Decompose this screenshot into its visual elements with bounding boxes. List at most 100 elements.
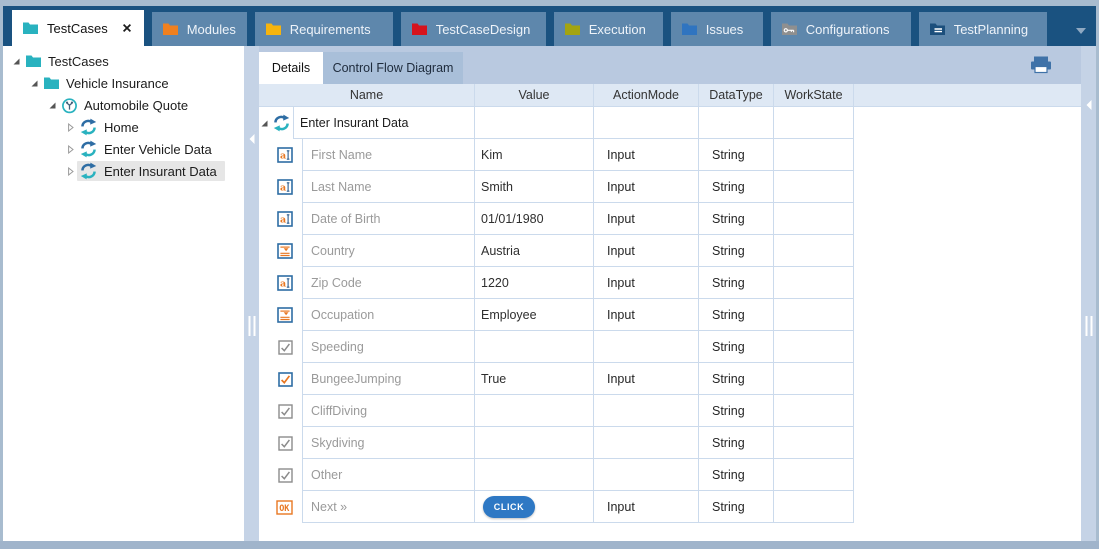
- cell-value[interactable]: [475, 331, 594, 363]
- cell-workstate[interactable]: [774, 459, 854, 491]
- app-tab-requirements[interactable]: Requirements: [254, 12, 393, 46]
- cell-datatype[interactable]: String: [699, 299, 774, 331]
- tree-item-enter-vehicle-data[interactable]: Enter Vehicle Data: [3, 138, 244, 160]
- tree-selection[interactable]: Enter Insurant Data: [77, 161, 225, 181]
- tree-item-automobile-quote[interactable]: Automobile Quote: [3, 94, 244, 116]
- parent-row-actionmode[interactable]: [594, 107, 699, 139]
- cell-name[interactable]: Skydiving: [302, 427, 475, 459]
- cell-actionmode[interactable]: Input: [594, 491, 699, 523]
- click-button[interactable]: CLICK: [483, 495, 535, 518]
- cell-value[interactable]: Employee: [475, 299, 594, 331]
- tree-item-body[interactable]: Home: [77, 117, 147, 137]
- cell-actionmode[interactable]: Input: [594, 235, 699, 267]
- tree-item-body[interactable]: TestCases: [23, 53, 117, 70]
- cell-workstate[interactable]: [774, 427, 854, 459]
- cell-actionmode[interactable]: [594, 427, 699, 459]
- cell-name[interactable]: Country: [302, 235, 475, 267]
- column-header-name[interactable]: Name: [259, 84, 475, 106]
- close-tab-icon[interactable]: [122, 23, 132, 33]
- cell-value[interactable]: True: [475, 363, 594, 395]
- app-tab-configurations[interactable]: Configurations: [770, 12, 911, 46]
- cell-name[interactable]: First Name: [302, 139, 475, 171]
- column-header-workstate[interactable]: WorkState: [774, 84, 854, 106]
- tree-item-body[interactable]: Enter Vehicle Data: [77, 139, 220, 159]
- cell-value[interactable]: Smith: [475, 171, 594, 203]
- table-row-next[interactable]: OK Next » CLICK Input String: [259, 491, 1081, 523]
- left-splitter[interactable]: [244, 46, 259, 541]
- cell-name[interactable]: Speeding: [302, 331, 475, 363]
- cell-actionmode[interactable]: [594, 459, 699, 491]
- table-row-last-name[interactable]: a Last Name Smith Input String: [259, 171, 1081, 203]
- cell-value[interactable]: CLICK: [475, 491, 594, 523]
- table-row-other[interactable]: Other String: [259, 459, 1081, 491]
- cell-value[interactable]: 01/01/1980: [475, 203, 594, 235]
- app-tab-modules[interactable]: Modules: [151, 12, 247, 46]
- app-tab-testplanning[interactable]: TestPlanning: [918, 12, 1047, 46]
- column-header-datatype[interactable]: DataType: [699, 84, 774, 106]
- cell-value[interactable]: 1220: [475, 267, 594, 299]
- cell-name[interactable]: BungeeJumping: [302, 363, 475, 395]
- tree-item-body[interactable]: Automobile Quote: [59, 96, 196, 115]
- expander-open-icon[interactable]: [27, 79, 41, 88]
- expander-open-icon[interactable]: [45, 101, 59, 110]
- table-row-country[interactable]: Country Austria Input String: [259, 235, 1081, 267]
- parent-row-workstate[interactable]: [774, 107, 854, 139]
- cell-name[interactable]: Date of Birth: [302, 203, 475, 235]
- cell-actionmode[interactable]: Input: [594, 267, 699, 299]
- cell-value[interactable]: Kim: [475, 139, 594, 171]
- cell-workstate[interactable]: [774, 171, 854, 203]
- cell-name[interactable]: Zip Code: [302, 267, 475, 299]
- cell-name[interactable]: CliffDiving: [302, 395, 475, 427]
- cell-datatype[interactable]: String: [699, 139, 774, 171]
- cell-datatype[interactable]: String: [699, 427, 774, 459]
- cell-name[interactable]: Occupation: [302, 299, 475, 331]
- expander-open-icon[interactable]: [9, 57, 23, 66]
- cell-datatype[interactable]: String: [699, 363, 774, 395]
- table-row-bungeejumping[interactable]: BungeeJumping True Input String: [259, 363, 1081, 395]
- cell-actionmode[interactable]: [594, 395, 699, 427]
- right-splitter[interactable]: [1081, 46, 1096, 541]
- table-row-first-name[interactable]: a First Name Kim Input String: [259, 139, 1081, 171]
- collapse-right-icon[interactable]: [1086, 100, 1091, 110]
- cell-datatype[interactable]: String: [699, 459, 774, 491]
- cell-value[interactable]: [475, 459, 594, 491]
- cell-value[interactable]: Austria: [475, 235, 594, 267]
- tab-details[interactable]: Details: [259, 52, 323, 84]
- cell-workstate[interactable]: [774, 267, 854, 299]
- cell-actionmode[interactable]: Input: [594, 139, 699, 171]
- cell-actionmode[interactable]: Input: [594, 299, 699, 331]
- app-tab-execution[interactable]: Execution: [553, 12, 663, 46]
- cell-workstate[interactable]: [774, 299, 854, 331]
- table-row-skydiving[interactable]: Skydiving String: [259, 427, 1081, 459]
- cell-datatype[interactable]: String: [699, 267, 774, 299]
- tree-item-vehicle-insurance[interactable]: Vehicle Insurance: [3, 72, 244, 94]
- expander-closed-icon[interactable]: [63, 144, 77, 154]
- cell-actionmode[interactable]: Input: [594, 171, 699, 203]
- cell-name[interactable]: Last Name: [302, 171, 475, 203]
- cell-datatype[interactable]: String: [699, 235, 774, 267]
- cell-workstate[interactable]: [774, 395, 854, 427]
- cell-actionmode[interactable]: Input: [594, 203, 699, 235]
- parent-row-value[interactable]: [475, 107, 594, 139]
- column-header-value[interactable]: Value: [475, 84, 594, 106]
- cell-value[interactable]: [475, 395, 594, 427]
- app-tab-testcases[interactable]: TestCases: [12, 10, 144, 46]
- cell-actionmode[interactable]: Input: [594, 363, 699, 395]
- cell-value[interactable]: [475, 427, 594, 459]
- cell-workstate[interactable]: [774, 331, 854, 363]
- parent-row-datatype[interactable]: [699, 107, 774, 139]
- table-row-cliffdiving[interactable]: CliffDiving String: [259, 395, 1081, 427]
- expander-open-icon[interactable]: [260, 119, 269, 128]
- tab-control-flow-diagram[interactable]: Control Flow Diagram: [323, 52, 463, 84]
- cell-name[interactable]: Other: [302, 459, 475, 491]
- app-tab-issues[interactable]: Issues: [670, 12, 763, 46]
- parent-row-name[interactable]: Enter Insurant Data: [293, 107, 475, 139]
- cell-workstate[interactable]: [774, 491, 854, 523]
- app-tab-testcasedesign[interactable]: TestCaseDesign: [400, 12, 546, 46]
- cell-name[interactable]: Next »: [302, 491, 475, 523]
- cell-datatype[interactable]: String: [699, 331, 774, 363]
- tree-item-body[interactable]: Vehicle Insurance: [41, 75, 177, 92]
- table-row-occupation[interactable]: Occupation Employee Input String: [259, 299, 1081, 331]
- cell-datatype[interactable]: String: [699, 395, 774, 427]
- tree-item-home[interactable]: Home: [3, 116, 244, 138]
